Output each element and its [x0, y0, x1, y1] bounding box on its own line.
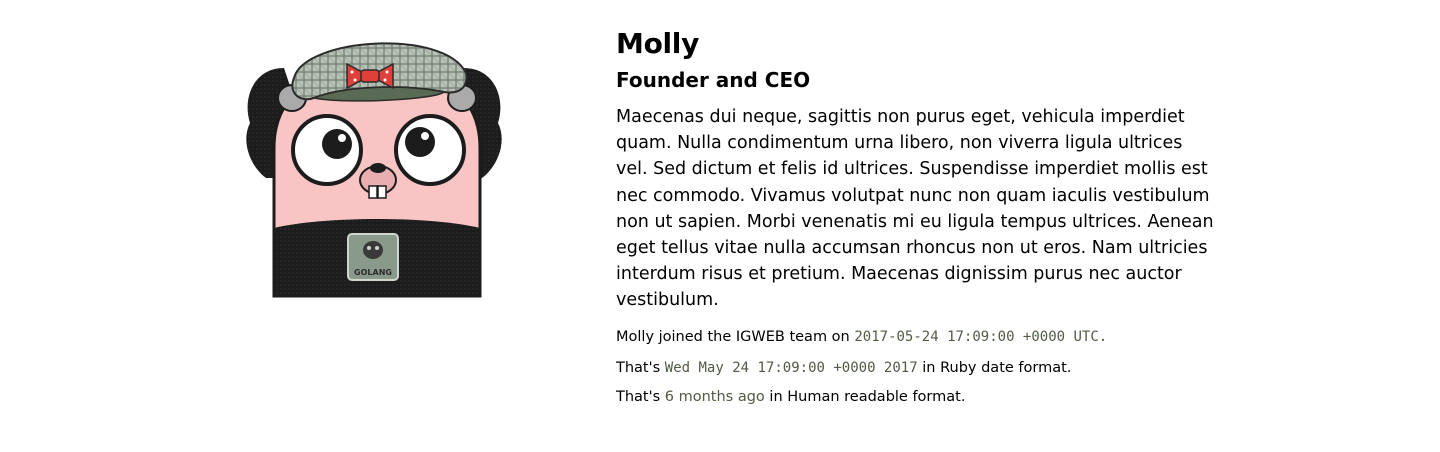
profile-name: Molly [616, 27, 700, 60]
profile-bio: Maecenas dui neque, sagittis non purus e… [616, 107, 1214, 311]
ruby-prefix: That's [616, 359, 665, 376]
gopher-avatar-icon: GOLANG [246, 42, 502, 298]
joined-line: Molly joined the IGWEB team on 2017-05-2… [616, 327, 1216, 347]
joined-prefix: Molly joined the IGWEB team on [616, 328, 855, 345]
ruby-timestamp: Wed May 24 17:09:00 +0000 2017 [664, 359, 918, 376]
ruby-date-line: That's Wed May 24 17:09:00 +0000 2017 in… [616, 358, 1216, 378]
joined-timestamp: 2017-05-24 17:09:00 +0000 UTC. [854, 328, 1108, 345]
badge-text: GOLANG [354, 268, 392, 277]
human-timestamp: 6 months ago [664, 388, 765, 405]
ruby-suffix: in Ruby date format. [917, 359, 1072, 376]
human-suffix: in Human readable format. [764, 388, 966, 405]
human-date-line: That's 6 months ago in Human readable fo… [616, 387, 1216, 407]
profile-title: Founder and CEO [616, 68, 811, 92]
avatar: GOLANG [244, 28, 510, 298]
human-prefix: That's [616, 388, 665, 405]
profile-info: Molly Founder and CEO Maecenas dui neque… [616, 26, 1216, 407]
